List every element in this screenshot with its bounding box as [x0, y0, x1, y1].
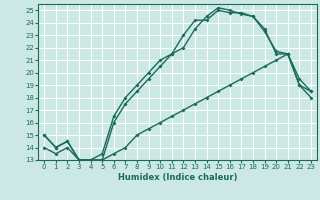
X-axis label: Humidex (Indice chaleur): Humidex (Indice chaleur) — [118, 173, 237, 182]
